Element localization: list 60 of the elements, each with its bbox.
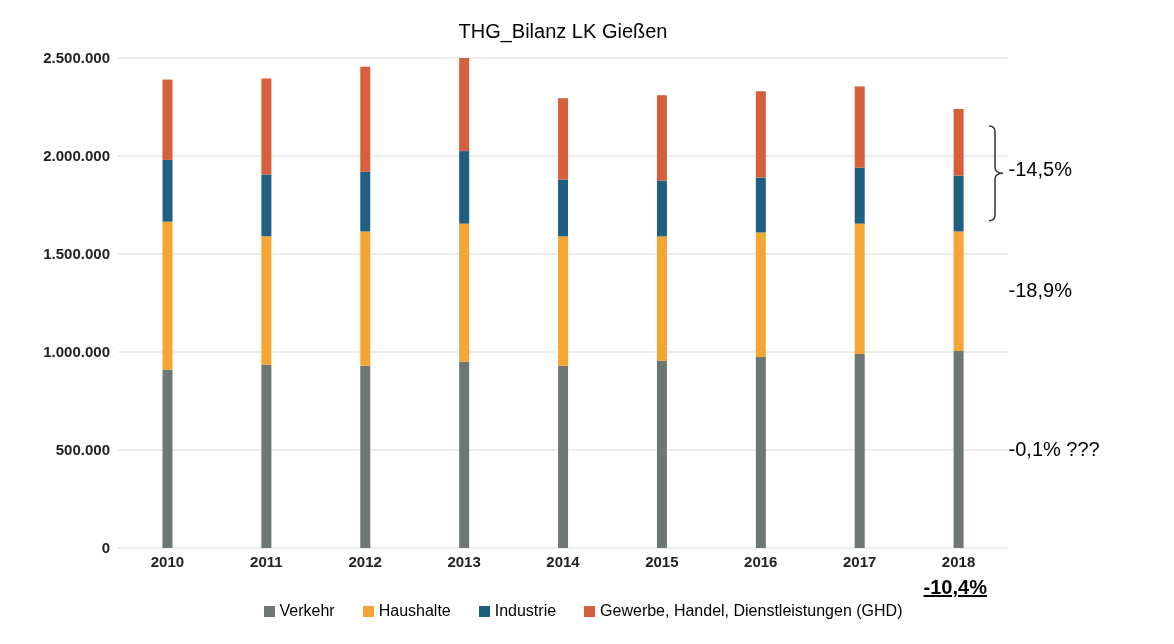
chart-title: THG_Bilanz LK Gießen	[457, 20, 669, 43]
bar	[360, 365, 371, 548]
x-tick-label: 2012	[348, 552, 382, 570]
bar	[162, 369, 173, 548]
x-tick-label: 2018	[941, 552, 976, 570]
text: -18,9%	[1008, 279, 1072, 303]
legend-label: Industrie	[494, 602, 557, 620]
bar	[656, 360, 667, 548]
bar	[261, 364, 272, 548]
bar	[656, 236, 667, 361]
bar	[755, 356, 766, 548]
bar	[953, 175, 964, 232]
bar	[755, 177, 766, 233]
text: -10,4%	[923, 576, 987, 599]
y-tick-label: 1.000.000	[43, 343, 110, 361]
bar	[558, 365, 569, 548]
bar	[755, 232, 766, 357]
bar	[162, 79, 173, 160]
bar	[360, 171, 371, 232]
bar	[656, 180, 667, 237]
x-tick-label: 2014	[546, 552, 581, 570]
bar	[558, 98, 569, 180]
bar	[854, 167, 865, 224]
legend-label: Verkehr	[279, 602, 335, 620]
bar	[558, 236, 569, 366]
bar	[854, 86, 865, 168]
y-tick-label: 0	[101, 539, 110, 557]
x-tick-label: 2013	[447, 552, 481, 570]
bar	[656, 95, 667, 181]
text: -0,1% ???	[1008, 437, 1100, 461]
bar	[854, 353, 865, 548]
x-tick-label: 2017	[842, 552, 877, 570]
y-tick-label: 500.000	[55, 441, 110, 459]
bar	[162, 221, 173, 370]
bar	[953, 108, 964, 176]
y-tick-label: 1.500.000	[43, 245, 110, 263]
y-tick-label: 2.500.000	[43, 49, 110, 67]
bar	[558, 179, 569, 237]
text: -14,5%	[1008, 158, 1072, 182]
bar	[360, 66, 371, 172]
bar	[459, 223, 470, 362]
bar	[755, 91, 766, 178]
legend-label: Haushalte	[378, 602, 451, 620]
bar	[261, 236, 272, 365]
bar	[459, 58, 470, 152]
legend-label: Gewerbe, Handel, Dienstleistungen (GHD)	[600, 602, 903, 620]
bar	[459, 151, 470, 224]
x-tick-label: 2016	[744, 552, 778, 570]
bar	[953, 351, 964, 548]
y-tick-label: 2.000.000	[43, 147, 110, 165]
bar	[261, 78, 272, 175]
bar	[854, 223, 865, 354]
bar	[953, 231, 964, 352]
bar	[360, 231, 371, 366]
x-tick-label: 2010	[150, 552, 185, 570]
x-tick-label: 2015	[645, 552, 679, 570]
bar	[261, 174, 272, 237]
bar	[459, 361, 470, 548]
x-tick-label: 2011	[250, 552, 283, 570]
bar	[162, 159, 173, 222]
